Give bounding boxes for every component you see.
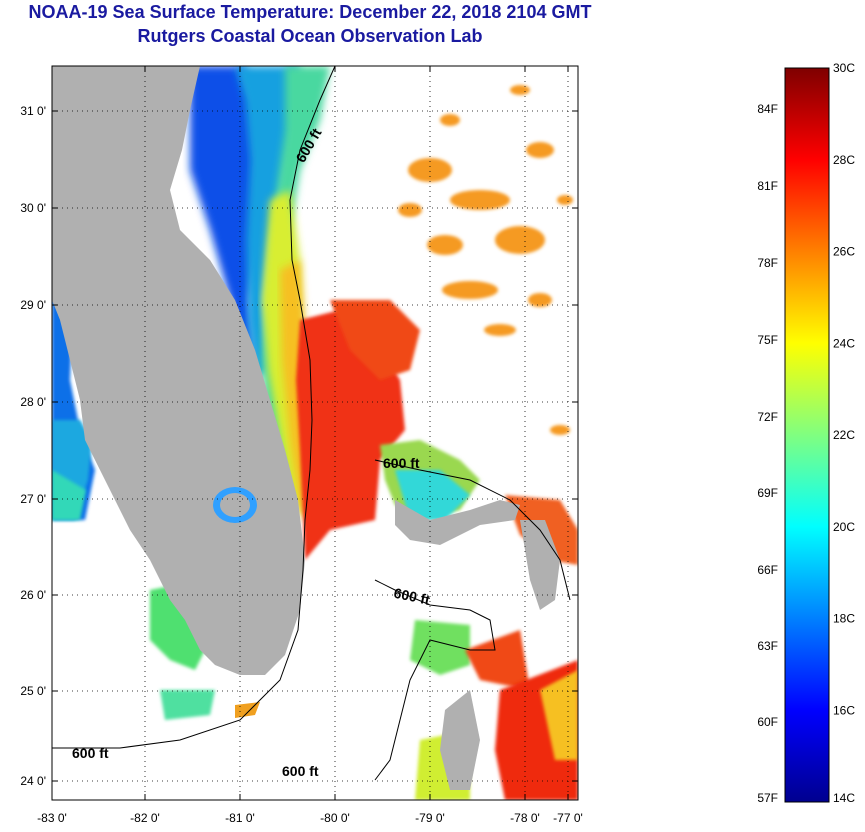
isobath-bahamas-line	[374, 459, 571, 601]
colorbar-fahrenheit-label: 75F	[757, 333, 778, 347]
colorbar-celsius-label: 14C	[833, 791, 855, 805]
lat-tick-label: 29 0'	[20, 298, 46, 312]
lat-tick-label: 30 0'	[20, 201, 46, 215]
colorbar-fahrenheit-label: 60F	[757, 715, 778, 729]
isobath-label: 600 ft	[392, 585, 431, 608]
isobath-label: 600 ft	[383, 455, 420, 471]
lat-tick-label: 25 0'	[20, 684, 46, 698]
bahamas-shallow-water	[395, 470, 470, 520]
lon-tick-label: -83 0'	[37, 811, 67, 825]
offshore-patches	[398, 85, 573, 435]
florida-peninsula	[52, 66, 305, 675]
sst-field	[52, 66, 578, 800]
colorbar-celsius-label: 26C	[833, 245, 855, 259]
land	[52, 66, 560, 790]
lat-tick-label: 31 0'	[20, 104, 46, 118]
colorbar-fahrenheit-label: 66F	[757, 563, 778, 577]
longitude-axis: -83 0' -82 0' -81 0' -80 0' -79 0' -78 0' -77 …	[37, 66, 583, 825]
lon-tick-label: -81 0'	[225, 811, 255, 825]
grand-bahama-island	[395, 500, 520, 545]
colorbar-fahrenheit-label: 72F	[757, 410, 778, 424]
lon-tick-label: -79 0'	[415, 811, 445, 825]
colorbar-celsius-labels: 30C 28C 26C 24C 22C 20C 18C 16C 14C	[833, 61, 855, 805]
abaco-island	[520, 520, 560, 610]
lon-tick-label: -77 0'	[553, 811, 583, 825]
bahamas-south-water	[410, 620, 470, 675]
keys-water	[160, 690, 215, 720]
colorbar-fahrenheit-label: 78F	[757, 256, 778, 270]
colorbar-fahrenheit-label: 63F	[757, 639, 778, 653]
map-subtitle: Rutgers Coastal Ocean Observation Lab	[137, 26, 483, 46]
andros-island	[440, 690, 480, 790]
lake-okeechobee-island	[220, 493, 250, 517]
colorbar-bar	[784, 67, 830, 803]
lat-tick-label: 28 0'	[20, 395, 46, 409]
latitude-axis: 31 0' 30 0' 29 0' 28 0' 27 0' 26 0' 25 0' 24 0'	[20, 104, 578, 788]
isobath-label: 600 ft	[72, 745, 109, 761]
gulf-stream-patch	[330, 300, 420, 380]
colorbar-fahrenheit-labels: 84F 81F 78F 75F 72F 69F 66F 63F 60F 57F	[757, 102, 778, 805]
map-frame	[51, 65, 579, 801]
colorbar-celsius-label: 30C	[833, 61, 855, 75]
colorbar-fahrenheit-label: 69F	[757, 486, 778, 500]
lon-tick-label: -80 0'	[320, 811, 350, 825]
lat-tick-label: 24 0'	[20, 774, 46, 788]
map-title: NOAA-19 Sea Surface Temperature: Decembe…	[28, 2, 592, 22]
colorbar-celsius-label: 28C	[833, 153, 855, 167]
atlantic-cold-water	[190, 66, 262, 360]
colorbar-celsius-label: 20C	[833, 520, 855, 534]
isobath-600ft	[52, 66, 571, 781]
southeast-mild-patch	[540, 670, 578, 760]
lon-tick-label: -82 0'	[130, 811, 160, 825]
colorbar-celsius-label: 18C	[833, 612, 855, 626]
colorbar-fahrenheit-label: 57F	[757, 791, 778, 805]
tongue-warm-water	[465, 630, 530, 690]
colorbar-celsius-label: 16C	[833, 703, 855, 717]
lat-tick-label: 27 0'	[20, 492, 46, 506]
lat-tick-label: 26 0'	[20, 588, 46, 602]
colorbar-celsius-label: 22C	[833, 428, 855, 442]
map-plot-area: 600 ft 600 ft 600 ft 600 ft 600 ft	[52, 66, 578, 800]
isobath-florida-line	[52, 66, 336, 749]
isobath-south-line	[374, 579, 496, 781]
colorbar: 30C 28C 26C 24C 22C 20C 18C 16C 14C 84F 81F 78F 75F…	[757, 61, 855, 805]
colorbar-celsius-label: 24C	[833, 336, 855, 350]
gulf-mild-water	[52, 470, 86, 520]
lon-tick-label: -78 0'	[510, 811, 540, 825]
colorbar-fahrenheit-label: 84F	[757, 102, 778, 116]
isobath-label: 600 ft	[282, 763, 319, 779]
colorbar-fahrenheit-label: 81F	[757, 179, 778, 193]
